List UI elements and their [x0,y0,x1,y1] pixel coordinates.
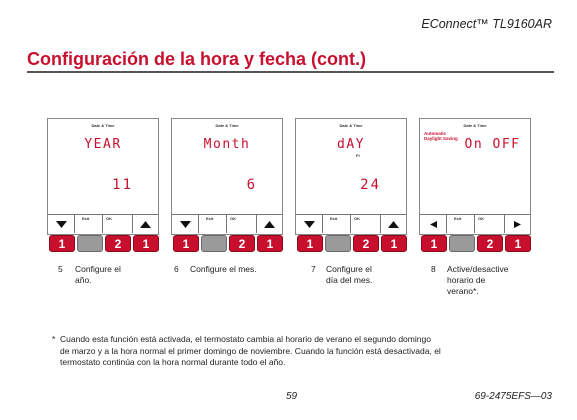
step-number: 6 [174,264,179,274]
callout-gray-button [449,235,475,252]
step-number: 7 [311,264,316,274]
callout-1-button: 1 [297,235,323,252]
step-line: año. [75,275,92,285]
softkey-separator [198,214,199,233]
softkey-ok[interactable]: OK [106,216,112,221]
up-arrow-icon[interactable] [134,215,156,233]
callout-2-button: 2 [353,235,379,252]
softkey-exit[interactable]: Exit [454,216,462,221]
softkey-separator [102,214,103,233]
aux-line-2: Daylight Saving [424,136,458,141]
thermostat-screen-day: Date & Time dAY Fr 24 Exit OK [295,118,407,235]
aux-line-1: Automatic [424,131,447,136]
callout-2-button: 2 [229,235,255,252]
softkey-separator [322,214,323,233]
down-arrow-icon[interactable] [174,215,196,233]
step-line: Configure el [326,264,372,274]
callout-1-button: 1 [49,235,75,252]
softkey-separator [226,214,227,233]
header-model-name: EConnect™ TL9160AR [421,17,552,31]
callout-2-button: 2 [477,235,503,252]
left-arrow-icon[interactable] [422,215,444,233]
softkey-divider [48,214,158,215]
softkey-ok[interactable]: OK [478,216,484,221]
callout-1-button: 1 [421,235,447,252]
step-line: horario de [447,275,486,285]
step-text: Configure el mes. [190,264,257,275]
footnote-line: termostato continúa con la hora normal d… [60,357,286,367]
document-number: 69-2475EFS—03 [474,391,552,402]
softkey-separator [474,214,475,233]
page-title: Configuración de la hora y fecha (cont.) [27,49,367,69]
callout-gray-button [201,235,227,252]
down-arrow-icon[interactable] [298,215,320,233]
softkey-exit[interactable]: Exit [82,216,90,221]
right-arrow-icon[interactable] [506,215,528,233]
page-number: 59 [286,391,298,402]
callout-1-button: 1 [381,235,407,252]
screen-label: Date & Time [463,123,487,128]
softkey-separator [132,214,133,233]
step-line: Configure el [75,264,121,274]
down-arrow-icon[interactable] [50,215,72,233]
softkey-divider [172,214,282,215]
step-number: 8 [431,264,436,274]
screen-label: Date & Time [215,123,239,128]
footnote-marker: * [52,334,56,344]
softkey-separator [504,214,505,233]
screen-mode-text: On OFF [464,137,521,152]
softkey-separator [256,214,257,233]
thermostat-screen-year: Date & Time YEAR 11 Exit OK [47,118,159,235]
callout-gray-button [325,235,351,252]
screen-mode-text: YEAR [84,137,122,152]
footnote-line: de marzo y a la hora normal el primer do… [60,345,441,356]
title-divider [27,71,554,73]
softkey-ok[interactable]: OK [230,216,236,221]
step-text: Configure el día del mes. [326,264,372,286]
screen-value: 6 [246,177,257,193]
footnote: * Cuando esta función está activada, el … [52,334,558,369]
step-text: Configure el año. [75,264,121,286]
step-line: verano*. [447,286,479,296]
callout-2-button: 2 [105,235,131,252]
step-line: día del mes. [326,275,373,285]
callout-1-button: 1 [505,235,531,252]
screen-weekday-indicator: Fr [356,153,360,158]
step-line: Configure el mes. [190,264,257,274]
softkey-exit[interactable]: Exit [206,216,214,221]
screen-mode-text: dAY [337,137,365,152]
screen-value: 11 [112,177,133,193]
softkey-separator [350,214,351,233]
step-text: Active/desactive horario de verano*. [447,264,508,297]
screen-label: Date & Time [339,123,363,128]
up-arrow-icon[interactable] [258,215,280,233]
screen-label: Date & Time [91,123,115,128]
screen-aux-label: Automatic Daylight Saving [424,131,458,141]
softkey-divider [296,214,406,215]
softkey-separator [74,214,75,233]
callout-1-button: 1 [173,235,199,252]
softkey-exit[interactable]: Exit [330,216,338,221]
softkey-separator [446,214,447,233]
softkey-divider [420,214,530,215]
callout-1-button: 1 [133,235,159,252]
up-arrow-icon[interactable] [382,215,404,233]
callout-1-button: 1 [257,235,283,252]
screen-value: 24 [360,177,381,193]
screen-mode-text: Month [203,137,251,152]
callout-gray-button [77,235,103,252]
footnote-line: Cuando esta función está activada, el te… [60,334,431,344]
softkey-ok[interactable]: OK [354,216,360,221]
step-line: Active/desactive [447,264,509,274]
step-number: 5 [58,264,63,274]
softkey-separator [380,214,381,233]
thermostat-screen-month: Date & Time Month 6 Exit OK [171,118,283,235]
thermostat-screen-daylight-saving: Date & Time Automatic Daylight Saving On… [419,118,531,235]
